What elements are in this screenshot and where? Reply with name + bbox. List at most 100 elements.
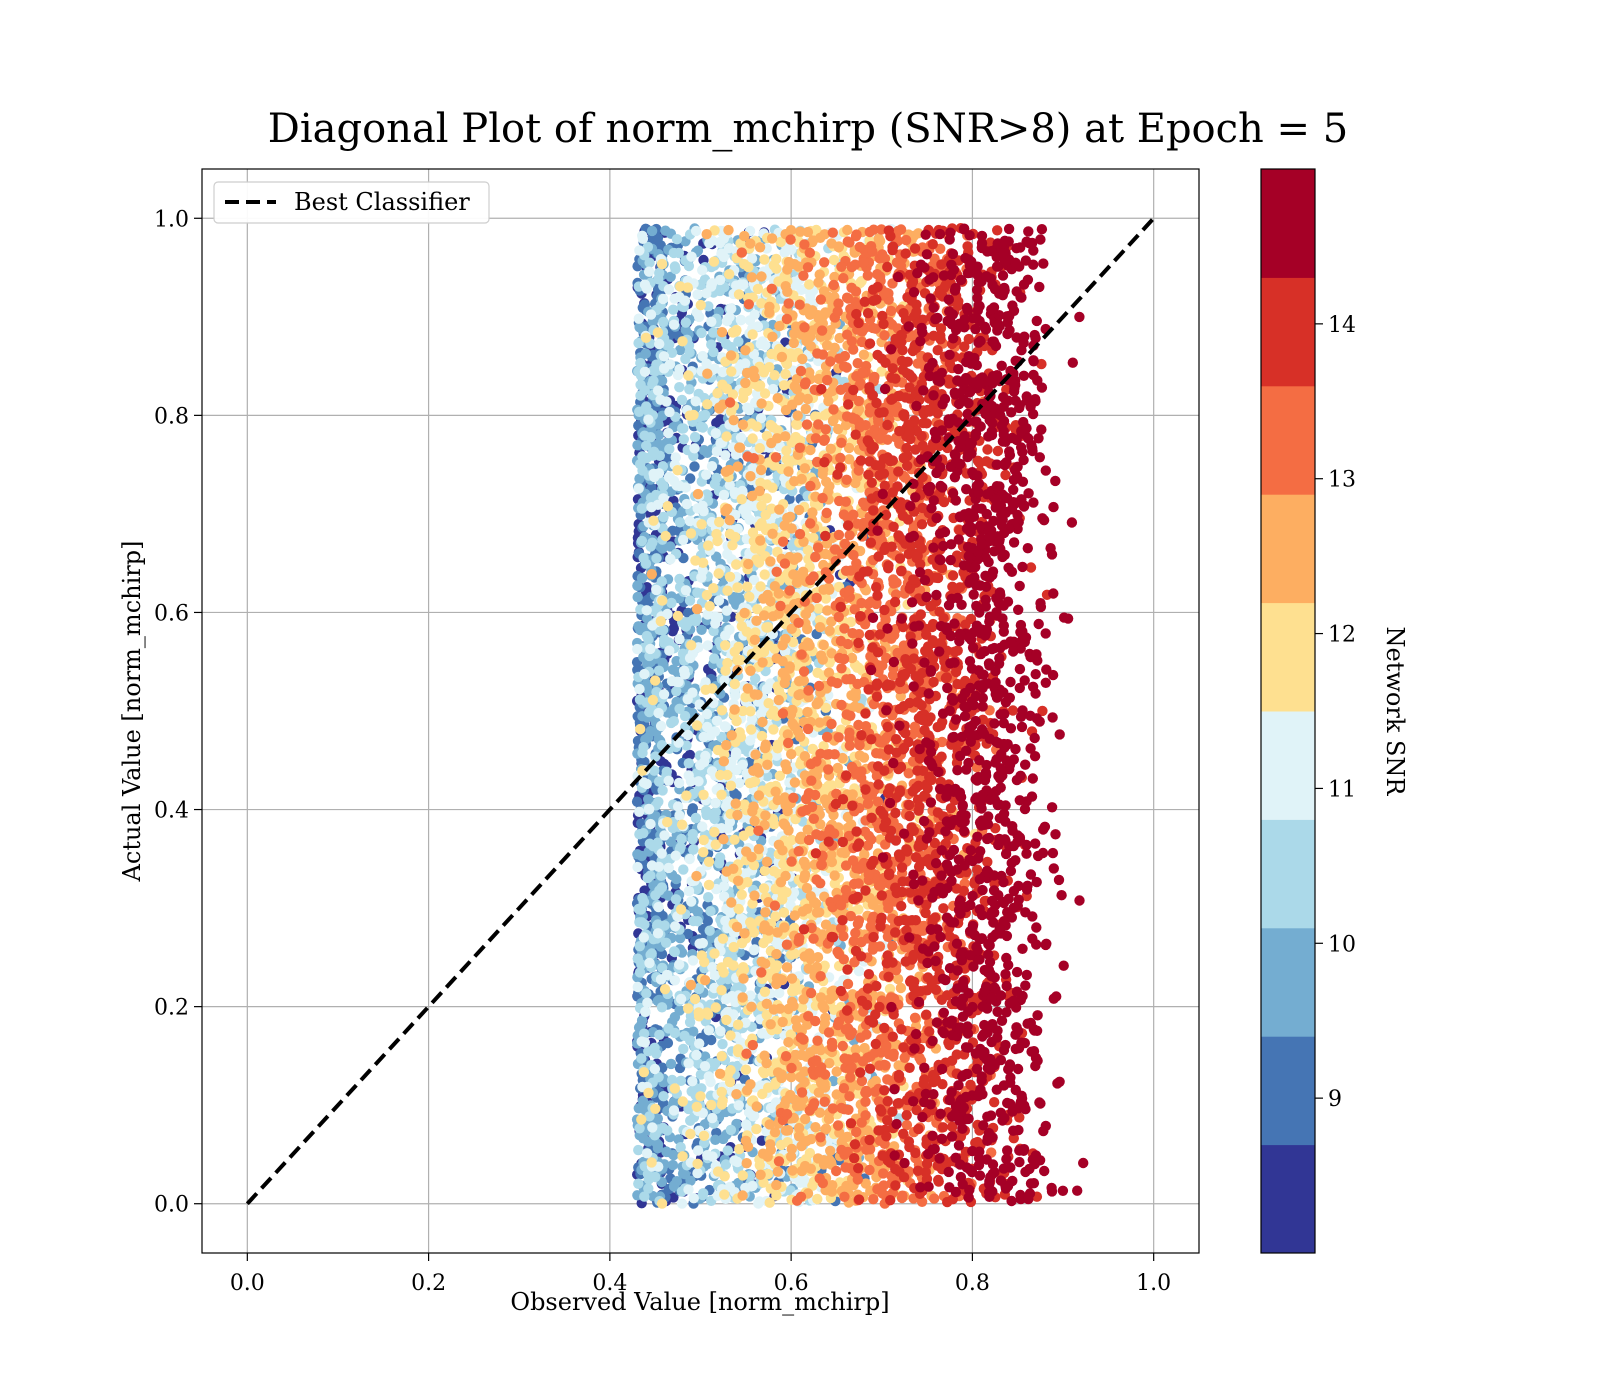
scatter-point [667, 626, 678, 637]
scatter-point [738, 504, 749, 515]
scatter-point [675, 1142, 686, 1153]
scatter-point [702, 399, 713, 410]
scatter-point [749, 309, 760, 320]
scatter-point [687, 955, 699, 966]
scatter-point [737, 419, 749, 430]
scatter-point [716, 705, 728, 716]
scatter-point [678, 665, 690, 676]
scatter-point [768, 724, 779, 735]
scatter-point [704, 238, 715, 249]
scatter-point [724, 515, 735, 526]
scatter-point [699, 956, 710, 968]
scatter-point [668, 304, 679, 315]
scatter-point [734, 442, 745, 453]
scatter-point [710, 1002, 721, 1013]
scatter-point [672, 369, 684, 381]
scatter-point [650, 890, 661, 901]
scatter-point [672, 465, 683, 476]
scatter-point [668, 475, 680, 487]
scatter-point [654, 338, 665, 350]
scatter-point [684, 347, 695, 358]
scatter-point [733, 1100, 744, 1111]
scatter-point [800, 609, 812, 620]
scatter-point [716, 327, 728, 338]
scatter-point [634, 683, 645, 695]
scatter-point [707, 1112, 718, 1124]
scatter-point [698, 847, 709, 858]
scatter-point [725, 1030, 736, 1041]
scatter-point [740, 345, 751, 356]
scatter-point [647, 1122, 658, 1133]
scatter-point [703, 540, 714, 551]
scatter-point [679, 1030, 690, 1042]
scatter-point [662, 1037, 674, 1049]
scatter-point [678, 434, 689, 445]
scatter-point [730, 750, 741, 761]
scatter-point [653, 901, 664, 913]
scatter-point [638, 932, 649, 943]
scatter-point [769, 819, 780, 830]
scatter-point [701, 229, 712, 240]
scatter-point [632, 981, 643, 993]
scatter-point [648, 841, 659, 852]
scatter-point [757, 657, 768, 668]
scatter-point [653, 796, 664, 807]
scatter-point [771, 253, 782, 265]
scatter-point [724, 624, 735, 635]
scatter-point [640, 558, 652, 569]
scatter-point [783, 1037, 794, 1048]
scatter-point [759, 920, 770, 931]
scatter-point [652, 928, 664, 939]
scatter-point [639, 668, 650, 680]
scatter-point [636, 1114, 647, 1125]
scatter-point [772, 393, 783, 404]
scatter-point [738, 387, 749, 398]
scatter-point [698, 731, 709, 743]
scatter-point [732, 1019, 744, 1030]
scatter-point [685, 528, 697, 539]
scatter-point [673, 676, 684, 688]
scatter-point [644, 957, 655, 969]
scatter-point [639, 279, 651, 290]
scatter-point [800, 403, 811, 415]
scatter-point [680, 585, 692, 596]
scatter-point [668, 716, 679, 727]
scatter-point [695, 1091, 706, 1102]
scatter-point [737, 759, 748, 770]
scatter-point [740, 1064, 752, 1075]
scatter-point [718, 489, 730, 501]
scatter-point [724, 571, 736, 582]
scatter-point [675, 904, 687, 915]
scatter-point [747, 1180, 758, 1192]
scatter-point [652, 919, 664, 930]
scatter-point [642, 997, 653, 1008]
scatter-point [741, 1119, 752, 1130]
scatter-point [752, 283, 764, 295]
scatter-point [704, 601, 715, 612]
scatter-point [734, 1143, 745, 1155]
scatter-point [688, 844, 699, 855]
scatter-point [651, 584, 662, 596]
scatter-point [703, 856, 715, 867]
scatter-point [769, 370, 780, 381]
scatter-point [688, 1193, 699, 1204]
scatter-point [744, 514, 755, 525]
scatter-point [664, 645, 675, 656]
scatter-point [733, 289, 745, 300]
scatter-point [759, 254, 770, 265]
scatter-point [691, 1049, 702, 1061]
scatter-point [776, 351, 788, 363]
scatter-point [663, 284, 675, 295]
scatter-point [697, 821, 708, 832]
scatter-point [735, 654, 746, 666]
scatter-point [662, 501, 673, 512]
scatter-point [683, 885, 695, 897]
scatter-point [781, 962, 793, 973]
scatter-point [755, 1169, 766, 1181]
scatter-point [634, 829, 645, 840]
scatter-point [676, 1198, 688, 1209]
scatter-points [631, 223, 1089, 1209]
scatter-point [677, 1096, 688, 1107]
scatter-point [641, 605, 652, 616]
scatter-point [789, 777, 801, 788]
